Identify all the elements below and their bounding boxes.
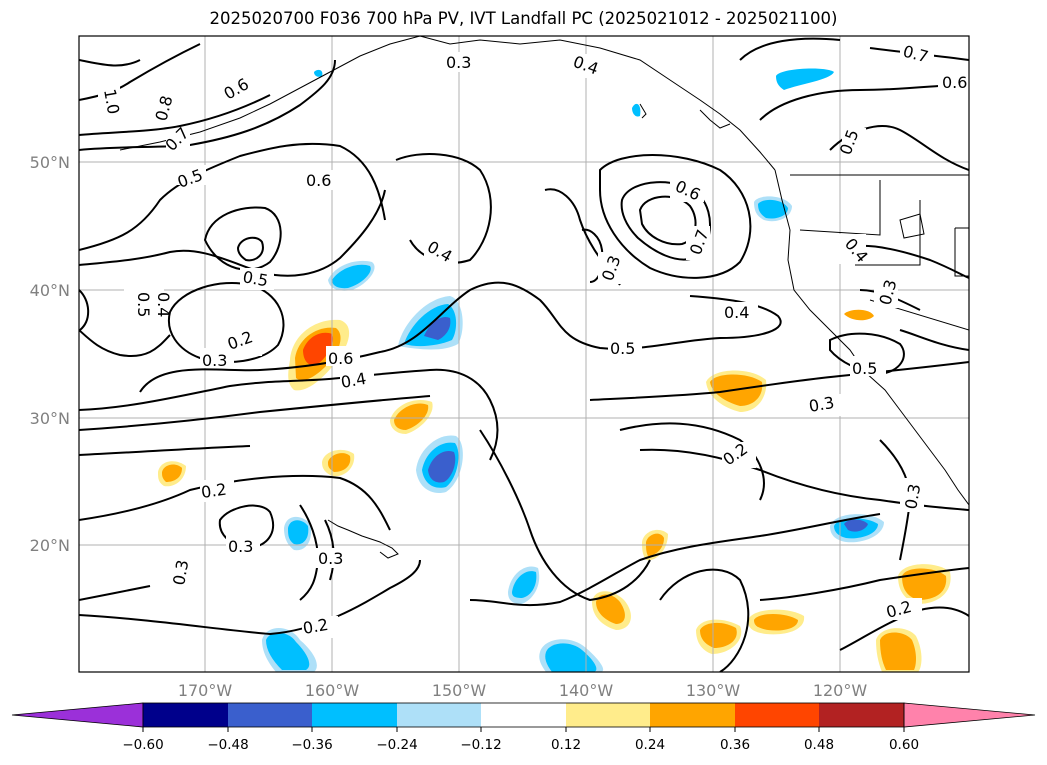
contour-label: 0.3 — [228, 537, 253, 556]
colorbar-bin — [143, 703, 228, 727]
lat-label: 40°N — [30, 281, 70, 300]
contour-label: 0.6 — [942, 73, 967, 92]
contour-label: 1.0 — [100, 87, 123, 115]
contour-label: 0.2 — [200, 480, 228, 502]
colorbar-bin — [566, 703, 650, 727]
figure-title: 2025020700 F036 700 hPa PV, IVT Landfall… — [209, 9, 838, 28]
colorbar-bin — [312, 703, 397, 727]
contour-label: 0.3 — [446, 53, 471, 72]
contour-label: 0.5 — [610, 339, 635, 358]
colorbar-tick-label: −0.12 — [460, 737, 501, 753]
colorbar-tick-label: 0.36 — [720, 737, 750, 753]
colorbar-tick-label: 0.24 — [635, 737, 665, 753]
coastlines — [119, 36, 969, 559]
colorbar-extend-right — [903, 702, 1036, 728]
colorbar-bin — [228, 703, 312, 727]
lon-label: 130°W — [686, 681, 741, 700]
contour-labels: 1.0 0.8 0.7 0.6 0.5 0.6 0.3 0.4 0.7 0.6 … — [98, 40, 969, 638]
contour-label: 0.2 — [301, 615, 329, 638]
colorbar-bin — [481, 703, 566, 727]
map-frame — [78, 35, 970, 673]
colorbar-tick-label: −0.60 — [122, 737, 163, 753]
contour-label: 0.3 — [318, 549, 343, 568]
lat-label: 30°N — [30, 409, 70, 428]
lon-label: 120°W — [813, 681, 868, 700]
contour-label: 0.3 — [169, 558, 192, 586]
lon-label: 150°W — [432, 681, 487, 700]
longitude-labels: 170°W 160°W 150°W 140°W 130°W 120°W — [178, 681, 868, 700]
contour-label: 0.6 — [328, 349, 353, 368]
colorbar-bin — [735, 703, 819, 727]
colorbar-bin — [397, 703, 481, 727]
contour-label: 0.5 — [134, 292, 153, 317]
colorbar-tick-label: 0.60 — [889, 737, 919, 753]
contour-label: 0.3 — [807, 393, 835, 416]
contour-label: 0.5 — [852, 359, 877, 378]
colorbar-tick-label: −0.48 — [207, 737, 248, 753]
colorbar-bin — [819, 703, 904, 727]
ivt-shading — [158, 68, 951, 672]
contour-label: 0.4 — [154, 292, 173, 317]
lon-label: 140°W — [559, 681, 614, 700]
colorbar-tick-label: −0.24 — [376, 737, 417, 753]
contour-label: 0.5 — [241, 267, 269, 290]
colorbar-tick-label: −0.36 — [291, 737, 332, 753]
lat-label: 50°N — [30, 153, 70, 172]
colorbar-bin — [650, 703, 735, 727]
colorbar-tick-label: 0.48 — [804, 737, 834, 753]
contour-label: 0.6 — [306, 171, 331, 190]
lat-label: 20°N — [30, 536, 70, 555]
lon-label: 170°W — [178, 681, 233, 700]
latitude-labels: 50°N 40°N 30°N 20°N — [30, 153, 70, 555]
contour-label: 0.3 — [202, 351, 227, 370]
contour-label: 0.4 — [339, 369, 367, 392]
contour-label: 0.3 — [901, 482, 924, 510]
contour-label: 0.4 — [724, 303, 749, 322]
colorbar: −0.60 −0.48 −0.36 −0.24 −0.12 0.12 0.24 … — [11, 702, 1036, 753]
colorbar-tick-label: 0.12 — [551, 737, 581, 753]
lon-label: 160°W — [305, 681, 360, 700]
colorbar-extend-left — [11, 702, 144, 728]
